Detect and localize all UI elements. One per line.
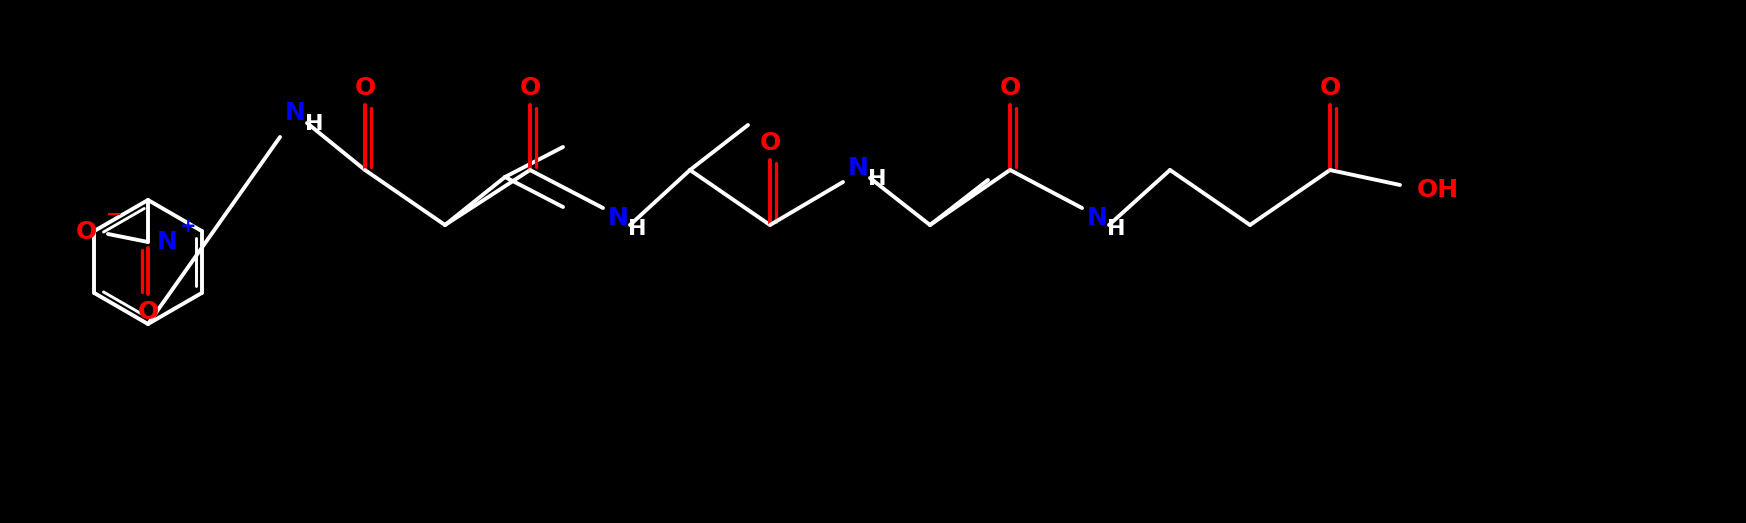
Text: O: O xyxy=(760,131,780,155)
Text: N: N xyxy=(157,230,178,254)
Text: H: H xyxy=(306,114,323,134)
Text: H: H xyxy=(629,219,646,239)
Text: OH: OH xyxy=(1418,178,1460,202)
Text: N: N xyxy=(847,156,868,180)
Text: N: N xyxy=(285,101,306,125)
Text: O: O xyxy=(75,220,98,244)
Text: O: O xyxy=(354,76,375,100)
Text: N: N xyxy=(1086,206,1107,230)
Text: N: N xyxy=(608,206,629,230)
Text: O: O xyxy=(1320,76,1341,100)
Text: O: O xyxy=(138,300,159,324)
Text: O: O xyxy=(519,76,541,100)
Text: H: H xyxy=(1107,219,1124,239)
Text: +: + xyxy=(180,217,197,235)
Text: O: O xyxy=(999,76,1021,100)
Text: −: − xyxy=(107,204,122,223)
Text: H: H xyxy=(868,169,887,189)
